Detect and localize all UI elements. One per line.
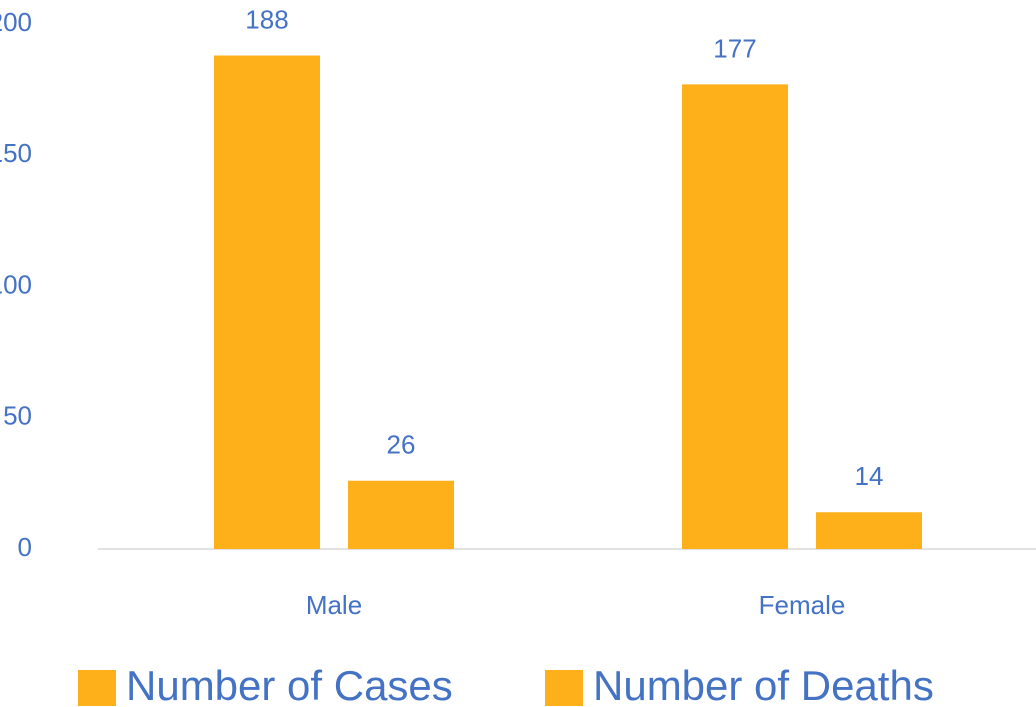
y-tick-label: 50 bbox=[3, 401, 32, 431]
bar bbox=[348, 480, 454, 549]
x-tick-label: Male bbox=[306, 590, 362, 620]
y-tick-label: 200 bbox=[0, 7, 32, 37]
data-label: 14 bbox=[855, 461, 884, 491]
legend-swatch bbox=[545, 670, 583, 706]
y-tick-label: 150 bbox=[0, 138, 32, 168]
legend-label: Number of Cases bbox=[126, 662, 453, 707]
legend-swatch bbox=[78, 670, 116, 706]
bar bbox=[214, 55, 320, 549]
y-tick-label: 100 bbox=[0, 269, 32, 299]
legend-label: Number of Deaths bbox=[593, 662, 934, 707]
data-label: 188 bbox=[245, 4, 288, 34]
data-label: 177 bbox=[713, 33, 756, 63]
x-tick-label: Female bbox=[759, 590, 846, 620]
bar bbox=[816, 512, 922, 549]
data-label: 26 bbox=[387, 430, 416, 460]
y-tick-label: 0 bbox=[18, 532, 32, 562]
bar bbox=[682, 84, 788, 549]
